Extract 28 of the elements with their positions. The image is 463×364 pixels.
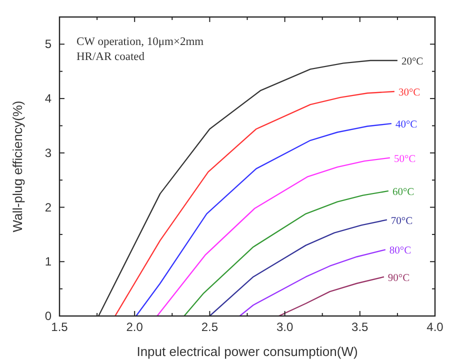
series-label: 60°C [392, 186, 414, 198]
x-tick-label: 2.0 [126, 320, 144, 334]
series-label: 40°C [395, 120, 418, 131]
y-tick-label: 3 [44, 146, 52, 160]
line-series [239, 249, 386, 316]
series-label: 20°C [401, 56, 424, 68]
y-tick-label: 5 [44, 37, 52, 52]
x-tick-label: 1.5 [51, 320, 68, 334]
y-tick-label: 2 [44, 200, 52, 214]
line-series [184, 190, 390, 316]
x-tick-label: 3.0 [276, 320, 294, 334]
x-tick-label: 3.5 [352, 320, 369, 334]
line-series [278, 276, 385, 316]
line-series [209, 219, 388, 316]
y-tick-label: 1 [44, 254, 52, 269]
annotation: CW operation, 10μm×2mm [76, 36, 204, 48]
series-label: 80°C [389, 246, 412, 257]
annotation: HR/AR coated [76, 51, 145, 63]
series-label: 50°C [394, 154, 416, 165]
y-tick-label: 4 [44, 92, 52, 106]
x-axis-title: Input electrical power consumption(W) [136, 344, 358, 359]
y-tick-label: 0 [44, 309, 52, 323]
series-label: 70°C [390, 216, 413, 227]
y-axis-title: Wall-plug efficiency(%) [10, 100, 25, 232]
x-tick-label: 2.5 [201, 320, 218, 334]
series-label: 90°C [388, 272, 410, 284]
x-tick-label: 4.0 [426, 320, 444, 334]
series-label: 30°C [398, 87, 420, 98]
